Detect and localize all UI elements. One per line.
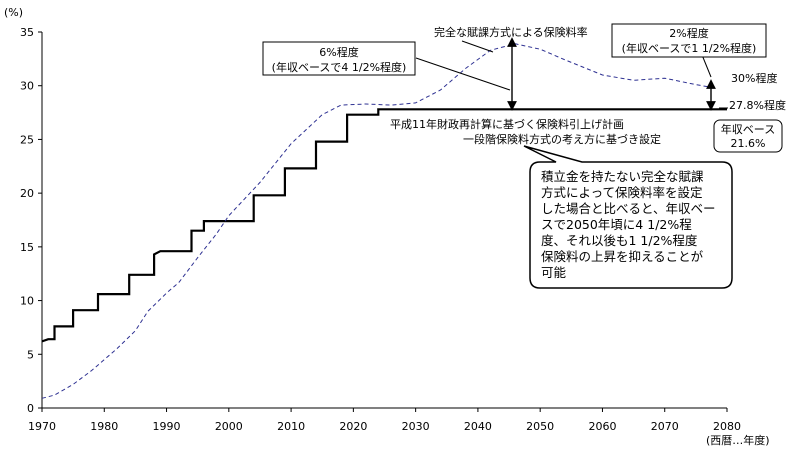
series-line-dashed: [41, 43, 715, 399]
y-tick-label: 15: [20, 241, 34, 254]
y-ticks: 0 5 10 15 20 25 30 35: [20, 26, 42, 415]
x-tick-label: 2000: [215, 420, 243, 433]
y-tick-label: 5: [27, 348, 34, 361]
pointer-full-paygo: [461, 40, 494, 53]
y-tick-label: 25: [20, 133, 34, 146]
y-axis-label: (%): [4, 6, 23, 19]
x-tick-label: 2060: [588, 420, 616, 433]
label-2pct: 2%程度: [669, 26, 708, 40]
label-21-6pct: 21.6%: [731, 137, 766, 150]
pointer-6pct: [415, 57, 511, 91]
callout-line-1: 積立金を持たない完全な賦課: [541, 169, 704, 184]
label-27-8pct: 27.8%程度: [729, 98, 786, 112]
x-tick-label: 2070: [651, 420, 679, 433]
x-tick-label: 2020: [339, 420, 367, 433]
x-tick-label: 1970: [28, 420, 56, 433]
series-group: [41, 43, 727, 399]
callout-bubble: [523, 145, 733, 289]
x-tick-label: 2030: [402, 420, 430, 433]
x-tick-label: 2040: [464, 420, 492, 433]
y-tick-label: 30: [20, 80, 34, 93]
label-single-step: 一段階保険料方式の考え方に基づき設定: [463, 132, 661, 146]
y-tick-label: 0: [27, 402, 34, 415]
box-2pct: [611, 23, 767, 58]
y-tick-label: 35: [20, 26, 34, 39]
label-annual-base: 年収ベース: [721, 122, 775, 136]
box-annual-base: [713, 119, 783, 153]
y-tick-label: 20: [20, 187, 34, 200]
callout-line-6: 保険料の上昇を抑えることが: [541, 249, 704, 264]
x-tick-label: 1980: [90, 420, 118, 433]
label-6pct-annual: (年収ベースで4 1/2%程度): [272, 60, 407, 74]
y-tick-label: 10: [20, 295, 34, 308]
label-30pct: 30%程度: [731, 71, 777, 85]
callout-line-2: 方式によって保険料率を設定: [541, 185, 703, 200]
label-plan: 平成11年財政再計算に基づく保険料引上げ計画: [390, 117, 624, 131]
callout-line-5: 度、それ以後も1 1/2%程度: [541, 233, 698, 248]
callout-line-7: 可能: [541, 265, 567, 280]
callout-line-3: した場合と比べると、年収ベー: [541, 201, 716, 216]
x-tick-label: 2080: [713, 420, 741, 433]
callout-line-4: スで2050年頃に4 1/2%程: [541, 217, 692, 232]
label-full-paygo: 完全な賦課方式による保険料率: [434, 25, 588, 39]
series-line-step: [41, 108, 727, 343]
x-axis-label: (西暦…年度): [706, 433, 770, 447]
label-6pct: 6%程度: [319, 45, 358, 59]
x-tick-label: 2050: [526, 420, 554, 433]
x-tick-label: 2010: [277, 420, 305, 433]
x-tick-label: 1990: [153, 420, 181, 433]
box-6pct: [262, 41, 416, 76]
label-2pct-annual: (年収ベースで1 1/2%程度): [622, 41, 757, 55]
x-ticks: 1970 1980 1990 2000 2010 2020 2030 2040 2050 2060…: [28, 408, 741, 433]
